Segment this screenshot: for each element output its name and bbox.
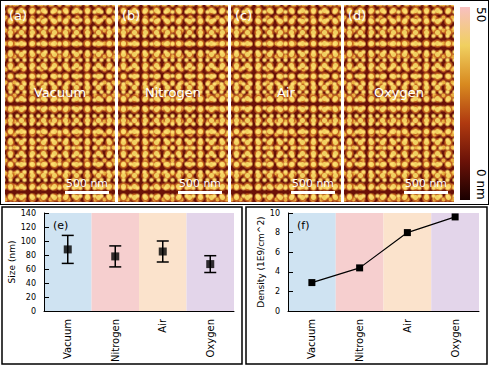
svg-text:Air: Air	[157, 318, 168, 333]
svg-text:8: 8	[275, 228, 280, 237]
svg-text:140: 140	[21, 209, 36, 218]
svg-text:Nitrogen: Nitrogen	[110, 319, 121, 362]
svg-text:2: 2	[275, 287, 280, 296]
svg-text:4: 4	[275, 267, 280, 276]
html-text:50: 50	[474, 7, 488, 23]
html-text:Oxygen: Oxygen	[373, 85, 424, 100]
svg-text:6: 6	[275, 248, 280, 257]
svg-text:0: 0	[275, 307, 280, 316]
svg-text:Oxygen: Oxygen	[205, 319, 216, 358]
html-text:Vacuum: Vacuum	[33, 85, 87, 100]
html-text:500 nm: 500 nm	[65, 177, 109, 190]
html-text:500 nm: 500 nm	[404, 177, 448, 190]
svg-text:Size (nm): Size (nm)	[7, 241, 17, 284]
svg-text:(e): (e)	[53, 219, 68, 232]
svg-text:100: 100	[21, 237, 36, 246]
svg-text:Oxygen: Oxygen	[450, 319, 461, 358]
svg-text:10: 10	[270, 209, 280, 218]
html-text:(b): (b)	[122, 8, 141, 23]
svg-text:(f): (f)	[297, 219, 309, 232]
html-text:0 nm: 0 nm	[474, 169, 488, 200]
svg-text:20: 20	[26, 293, 36, 302]
svg-text:Vacuum: Vacuum	[62, 319, 73, 359]
svg-text:Vacuum: Vacuum	[306, 319, 317, 359]
html-text:500 nm: 500 nm	[178, 177, 222, 190]
html-text:500 nm: 500 nm	[291, 177, 335, 190]
svg-text:80: 80	[26, 251, 36, 260]
svg-text:0: 0	[31, 307, 36, 316]
html-text:(c): (c)	[235, 8, 253, 23]
html-text:Air: Air	[277, 85, 295, 100]
html-text:(d): (d)	[348, 8, 367, 23]
html-text:(a): (a)	[9, 8, 28, 23]
svg-text:Nitrogen: Nitrogen	[354, 319, 365, 362]
svg-text:40: 40	[26, 279, 36, 288]
html-text:Nitrogen: Nitrogen	[145, 85, 201, 100]
svg-text:Density (1E9/cm^2): Density (1E9/cm^2)	[256, 216, 266, 307]
svg-text:Air: Air	[402, 318, 413, 333]
svg-text:120: 120	[21, 223, 36, 232]
svg-text:60: 60	[26, 265, 36, 274]
